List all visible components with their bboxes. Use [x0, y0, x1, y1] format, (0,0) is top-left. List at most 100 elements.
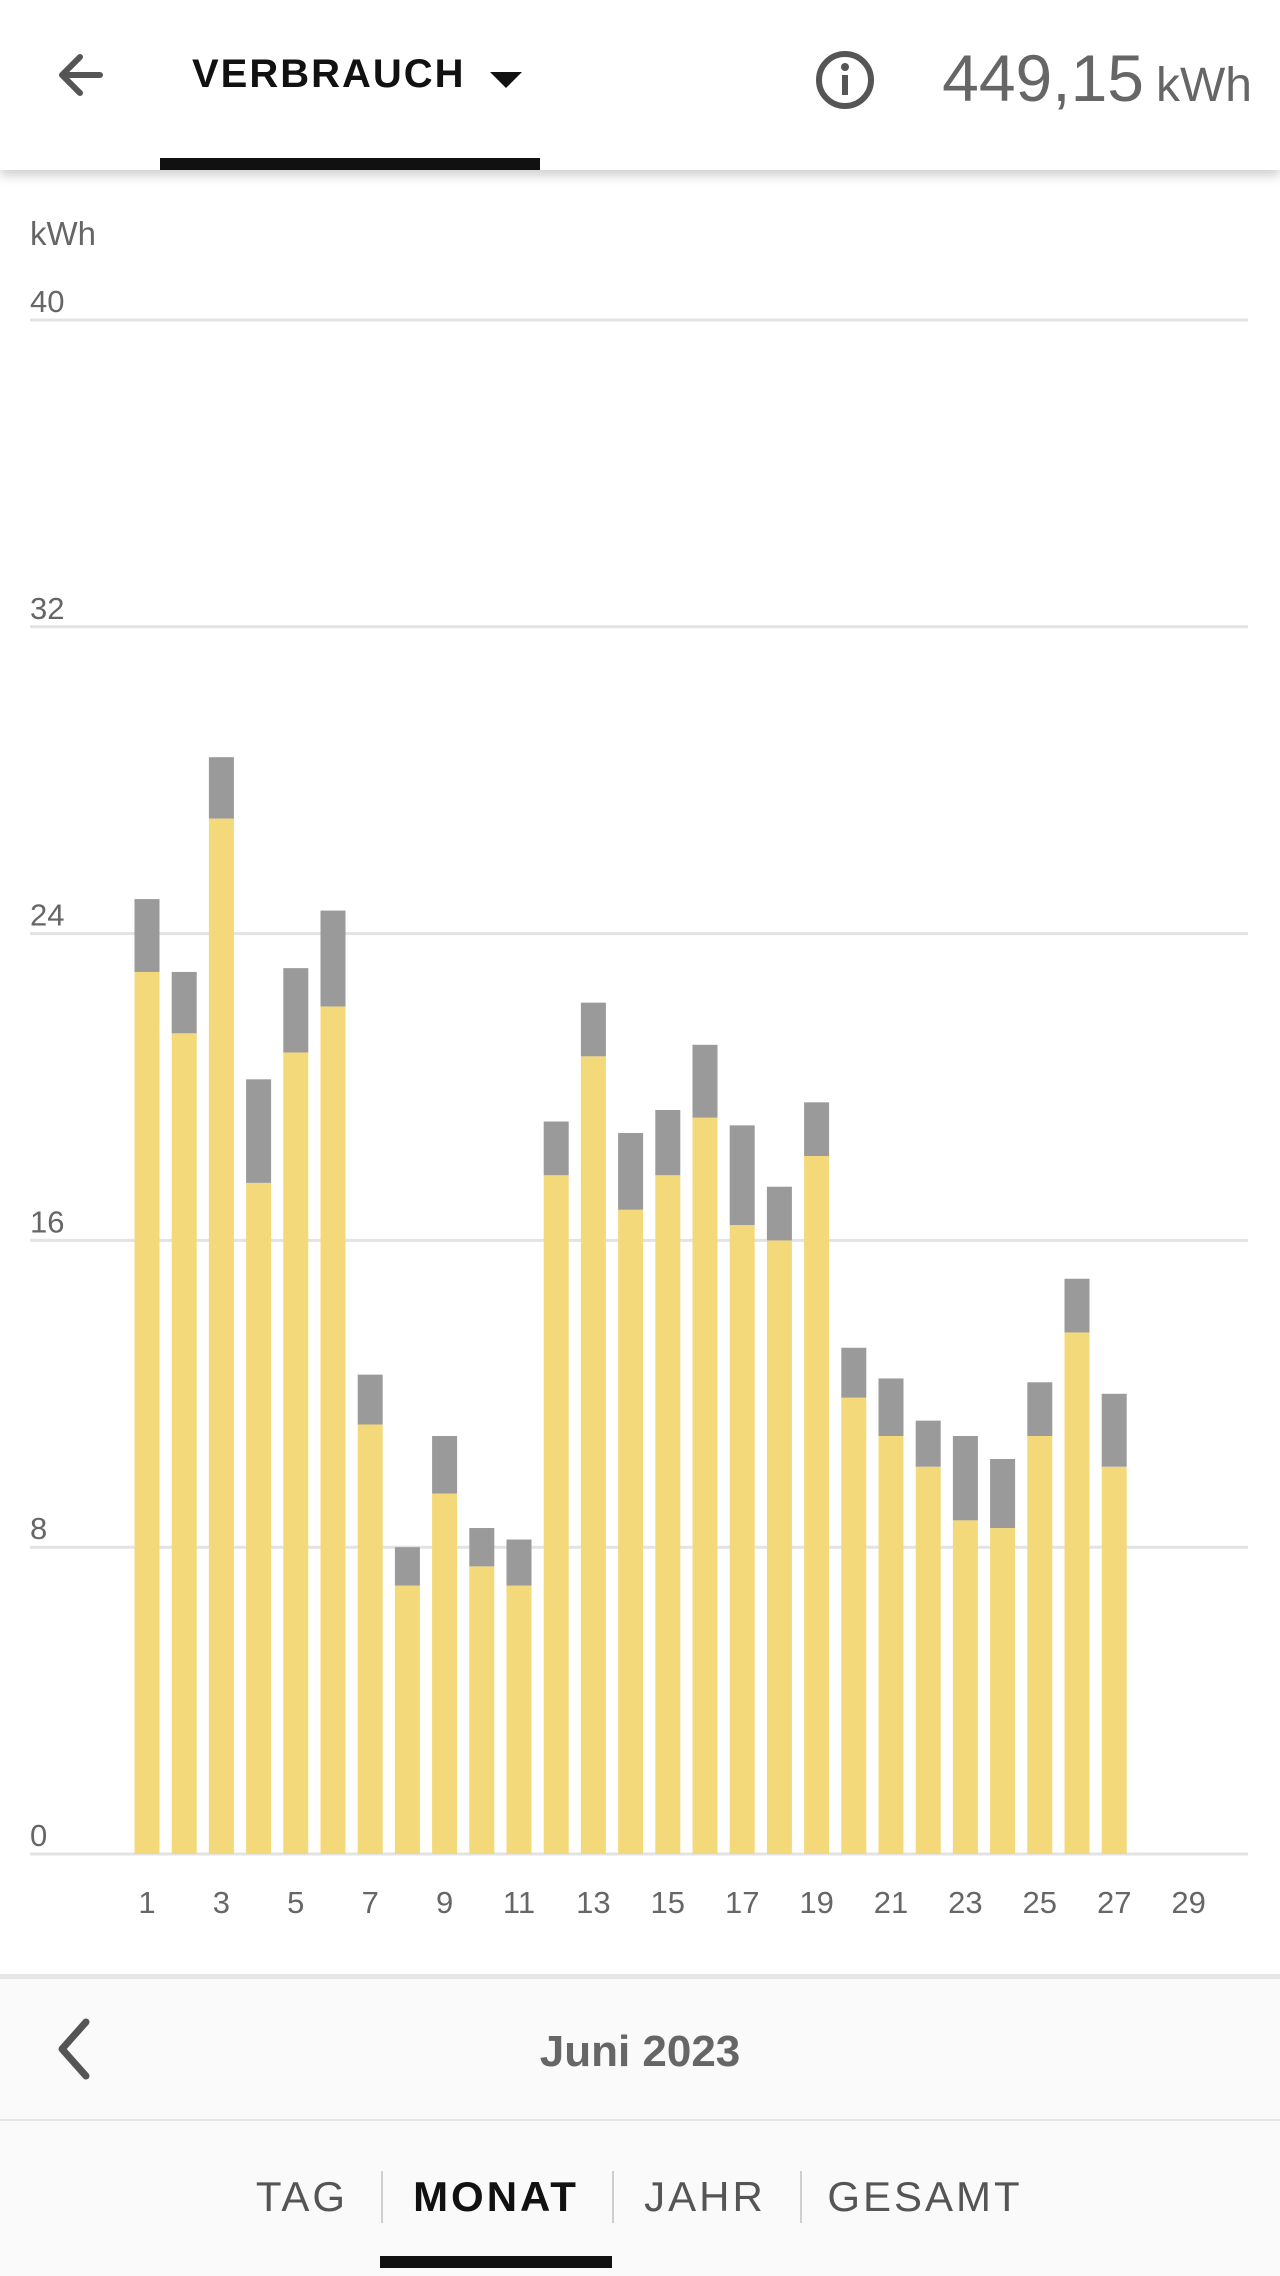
bar-segment-secondary	[915, 1420, 941, 1467]
bar-segment-primary	[246, 1182, 272, 1854]
x-tick-label: 29	[1171, 1885, 1205, 1920]
chevron-left-icon	[58, 2018, 90, 2080]
bar-segment-primary	[171, 1033, 197, 1854]
bar-segment-secondary	[952, 1435, 978, 1521]
arrow-left-icon	[59, 54, 103, 96]
bar-segment-primary	[394, 1585, 420, 1854]
bar-segment-secondary	[618, 1133, 644, 1210]
y-tick-label: 40	[30, 284, 64, 319]
bar-segment-secondary	[990, 1458, 1016, 1529]
month-navigation: Juni 2023	[0, 1979, 1280, 2119]
y-tick-label: 32	[30, 591, 64, 626]
bar-segment-secondary	[878, 1378, 904, 1436]
bar-segment-primary	[469, 1566, 495, 1854]
view-tab-underline	[160, 158, 540, 170]
bar-segment-primary	[1027, 1435, 1053, 1854]
previous-month-button[interactable]	[40, 2009, 110, 2089]
bar-segment-primary	[432, 1493, 458, 1854]
x-tick-label: 5	[287, 1885, 304, 1920]
x-tick-label: 23	[948, 1885, 982, 1920]
x-tick-label: 25	[1023, 1885, 1057, 1920]
view-selector-tab[interactable]: VERBRAUCH	[160, 0, 540, 170]
active-tab-underline	[380, 2256, 612, 2268]
tab-separator	[800, 2171, 802, 2223]
x-tick-label: 19	[799, 1885, 833, 1920]
caret-down-icon	[490, 72, 522, 88]
bar-segment-primary	[766, 1240, 792, 1854]
tab-separator	[381, 2171, 383, 2223]
x-tick-label: 9	[436, 1885, 453, 1920]
bar-segment-secondary	[766, 1186, 792, 1241]
tab-separator	[612, 2171, 614, 2223]
bar-segment-primary	[804, 1156, 830, 1854]
x-tick-label: 7	[362, 1885, 379, 1920]
bar-segment-secondary	[357, 1374, 383, 1425]
bar-segment-primary	[1064, 1332, 1090, 1854]
bar-segment-secondary	[394, 1547, 420, 1586]
bar-segment-primary	[952, 1520, 978, 1854]
bar-segment-primary	[692, 1117, 718, 1854]
x-tick-label: 15	[651, 1885, 685, 1920]
bar-segment-primary	[580, 1056, 606, 1854]
bar-segment-secondary	[841, 1347, 867, 1398]
bar-segment-primary	[208, 818, 234, 1854]
bar-segment-primary	[1101, 1466, 1127, 1854]
x-tick-label: 13	[576, 1885, 610, 1920]
app-header: VERBRAUCH 449,15 kWh	[0, 0, 1280, 170]
total-consumption: 449,15 kWh	[942, 40, 1252, 116]
x-tick-label: 21	[874, 1885, 908, 1920]
month-label: Juni 2023	[539, 2027, 741, 2076]
bar-segment-secondary	[692, 1044, 718, 1118]
bar-segment-primary	[618, 1209, 644, 1854]
bar-segment-primary	[915, 1466, 941, 1854]
bar-segment-secondary	[432, 1435, 458, 1494]
period-tabs: TAG MONAT JAHR GESAMT	[0, 2119, 1280, 2276]
bar-segment-primary	[841, 1397, 867, 1854]
bar-segment-primary	[320, 1006, 346, 1854]
tab-gesamt-label: GESAMT	[827, 2173, 1023, 2220]
info-circle-icon	[816, 51, 874, 109]
tab-jahr-label: JAHR	[644, 2173, 766, 2220]
bar-segment-secondary	[580, 1002, 606, 1057]
y-tick-label: 24	[30, 898, 64, 933]
total-unit: kWh	[1156, 59, 1252, 112]
view-selector-label: VERBRAUCH	[192, 52, 466, 96]
info-button[interactable]	[810, 45, 880, 115]
x-tick-label: 11	[503, 1885, 535, 1920]
x-tick-label: 1	[138, 1885, 155, 1920]
bar-segment-secondary	[1101, 1393, 1127, 1467]
bar-segment-primary	[134, 971, 160, 1854]
x-tick-label: 3	[213, 1885, 230, 1920]
y-tick-label: 16	[30, 1204, 64, 1239]
bar-segment-secondary	[134, 899, 160, 972]
tab-gesamt[interactable]: GESAMT	[810, 2121, 1040, 2276]
chart-divider	[0, 1974, 1280, 1979]
tab-monat[interactable]: MONAT	[380, 2121, 612, 2276]
bar-segment-primary	[729, 1225, 755, 1854]
bar-segment-secondary	[655, 1110, 681, 1176]
bar-segment-primary	[655, 1175, 681, 1854]
bar-segment-secondary	[804, 1102, 830, 1157]
x-tick-label: 27	[1097, 1885, 1131, 1920]
bar-segment-primary	[543, 1175, 569, 1854]
bar-segment-secondary	[506, 1539, 532, 1586]
tab-tag[interactable]: TAG	[232, 2121, 372, 2276]
y-tick-label: 8	[30, 1511, 47, 1546]
bar-segment-secondary	[208, 757, 234, 819]
bar-segment-primary	[283, 1052, 309, 1854]
bar-segment-secondary	[543, 1121, 569, 1176]
bar-segment-secondary	[320, 910, 346, 1007]
bar-segment-secondary	[469, 1528, 495, 1567]
bar-segment-primary	[506, 1585, 532, 1854]
back-button[interactable]	[40, 30, 120, 120]
bar-segment-secondary	[1027, 1382, 1053, 1436]
y-axis-unit-label: kWh	[30, 215, 96, 252]
bar-segment-secondary	[1064, 1278, 1090, 1333]
bar-segment-primary	[878, 1435, 904, 1854]
bar-segment-secondary	[283, 968, 309, 1053]
bar-segment-secondary	[171, 971, 197, 1034]
bar-segment-secondary	[729, 1125, 755, 1226]
tab-jahr[interactable]: JAHR	[620, 2121, 790, 2276]
x-tick-label: 17	[725, 1885, 759, 1920]
